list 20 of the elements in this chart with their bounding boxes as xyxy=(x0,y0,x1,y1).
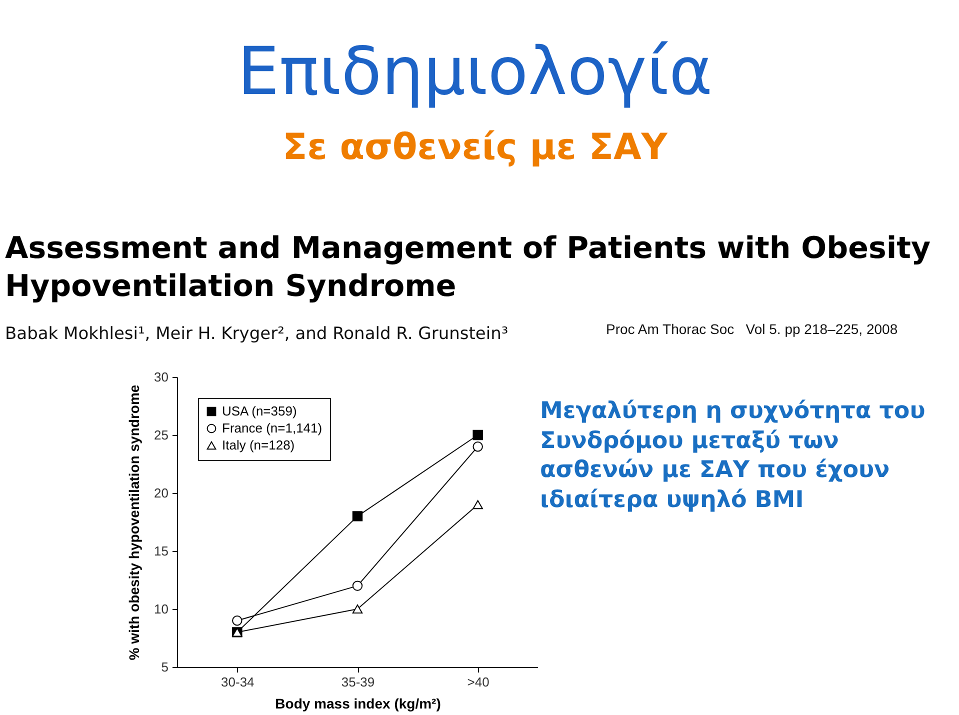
x-tick-label: 35-39 xyxy=(341,674,375,690)
y-tick-label: 25 xyxy=(154,428,168,442)
x-tick-label: 30-34 xyxy=(221,674,254,690)
legend-label: Italy (n=128) xyxy=(222,438,295,452)
text: Proc Am Thorac Soc Vol 5. pp 218–225, 2008 xyxy=(606,320,899,338)
y-tick-label: 15 xyxy=(154,544,168,558)
chart-title: Επιδημιολογία xyxy=(236,33,714,110)
legend-label: USA (n=359) xyxy=(222,404,297,418)
y-tick-label: 10 xyxy=(154,602,168,616)
legend-label: France (n=1,141) xyxy=(222,420,322,436)
y-axis-title: % with obesity hypoventilation syndrome xyxy=(126,384,142,660)
y-tick-label: 5 xyxy=(161,660,168,674)
y-tick-label: 20 xyxy=(154,486,168,500)
text: Μεγαλύτερη η συχνότητα του Συνδρόμου μεταξύ των ασθενών με ΣΑΥ που έχουν ιδιαίτερα υψηλό BMI xyxy=(540,397,926,514)
y-tick-label: 30 xyxy=(154,370,168,384)
x-axis-title: Body mass index (kg/m²) xyxy=(275,696,441,712)
text: Assessment and Management of Patients with Obesity Hypoventilation Syndrome xyxy=(5,230,932,306)
x-tick-label: >40 xyxy=(467,674,490,690)
text: Babak Mokhlesi¹, Meir H. Kryger², and Ronald R. Grunstein³ xyxy=(5,324,510,344)
chart-subtitle: Σε ασθενείς με ΣΑΥ xyxy=(282,127,668,169)
